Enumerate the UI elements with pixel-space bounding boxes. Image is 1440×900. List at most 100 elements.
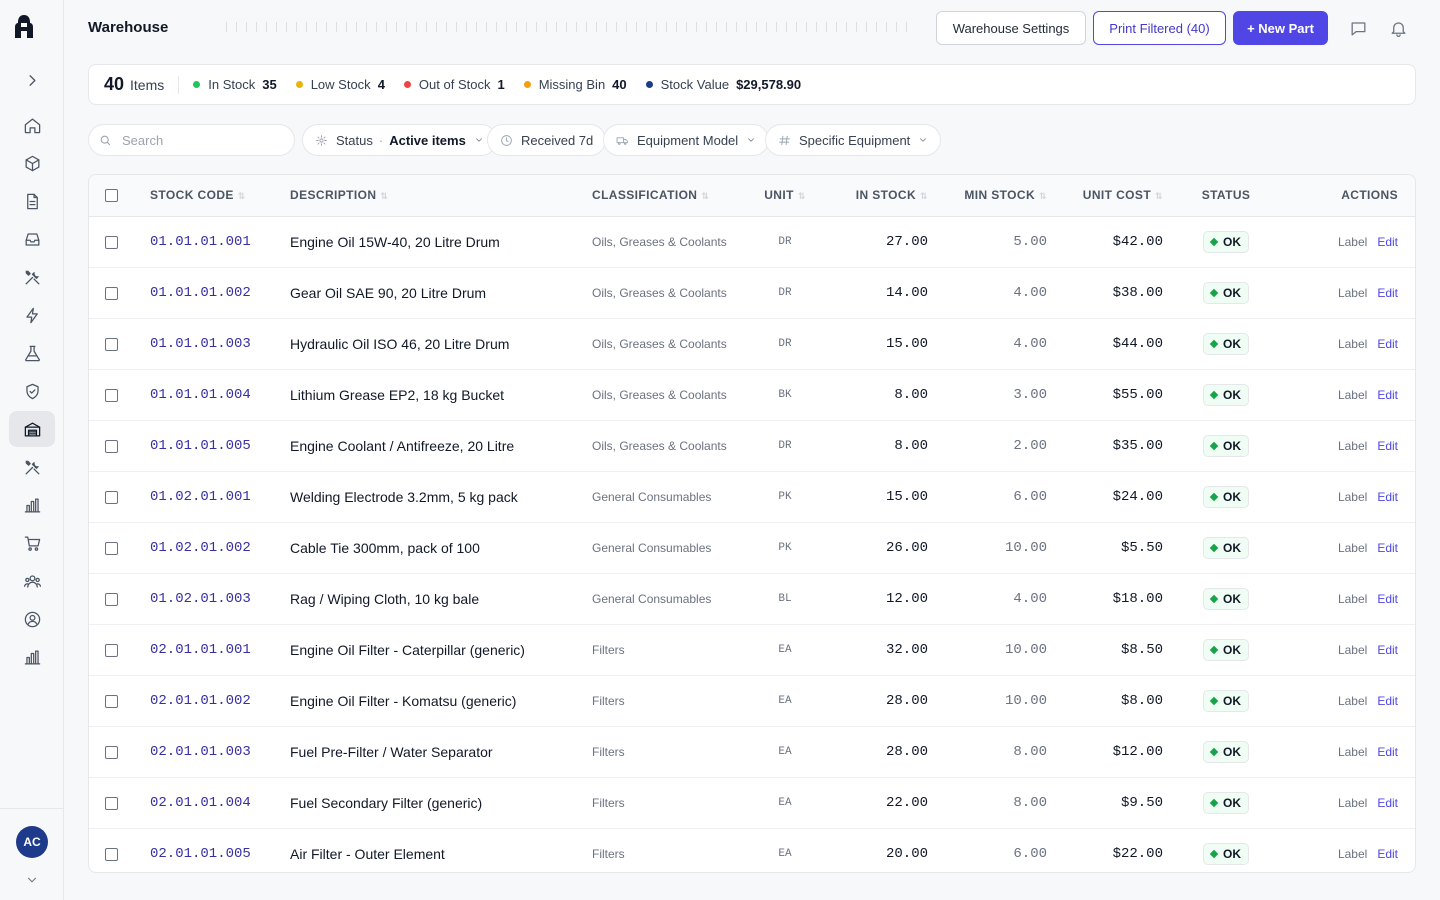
label-action-link[interactable]: Label	[1337, 490, 1368, 504]
col-min-stock[interactable]: MIN STOCK ⇅	[934, 175, 1053, 217]
table-row[interactable]: 01.01.01.002 Gear Oil SAE 90, 20 Litre Dr…	[89, 267, 1415, 318]
table-row[interactable]: 02.01.01.003 Fuel Pre-Filter / Water Sepa…	[89, 726, 1415, 777]
row-checkbox[interactable]	[105, 593, 118, 607]
select-all-checkbox[interactable]	[105, 189, 118, 203]
sidebar-item-reports[interactable]	[9, 487, 55, 523]
row-checkbox[interactable]	[105, 236, 118, 250]
edit-action-link[interactable]: Edit	[1377, 796, 1398, 810]
row-checkbox[interactable]	[105, 542, 118, 556]
stat-out-of-stock[interactable]: Out of Stock 1	[403, 77, 505, 92]
messages-button[interactable]	[1347, 17, 1369, 39]
sidebar-item-warehouse[interactable]	[9, 411, 55, 447]
table-row[interactable]: 02.01.01.005 Air Filter - Outer Element Fi…	[89, 828, 1415, 872]
sidebar-item-team[interactable]	[9, 563, 55, 599]
notifications-button[interactable]	[1387, 17, 1409, 39]
table-row[interactable]: 02.01.01.001 Engine Oil Filter - Caterpil…	[89, 624, 1415, 675]
account-menu-toggle[interactable]	[22, 870, 42, 890]
table-row[interactable]: 01.01.01.005 Engine Coolant / Antifreeze,…	[89, 420, 1415, 471]
label-action-link[interactable]: Label	[1337, 541, 1368, 555]
label-action-link[interactable]: Label	[1337, 439, 1368, 453]
label-action-link[interactable]: Label	[1337, 286, 1368, 300]
edit-action-link[interactable]: Edit	[1377, 235, 1398, 249]
stat-missing-bin[interactable]: Missing Bin 40	[523, 77, 627, 92]
warehouse-settings-button[interactable]: Warehouse Settings	[936, 11, 1086, 45]
col-unit-cost[interactable]: UNIT COST ⇅	[1053, 175, 1169, 217]
sidebar-item-inbox[interactable]	[9, 221, 55, 257]
col-stock-code[interactable]: STOCK CODE ⇅	[150, 175, 290, 217]
edit-action-link[interactable]: Edit	[1377, 694, 1398, 708]
stock-code-link[interactable]: 01.01.01.003	[150, 336, 251, 352]
sidebar-item-lab[interactable]	[9, 335, 55, 371]
search-input[interactable]	[122, 132, 282, 148]
sidebar-item-home[interactable]	[9, 107, 55, 143]
label-action-link[interactable]: Label	[1337, 388, 1368, 402]
specific-equipment-filter[interactable]: Specific Equipment	[765, 124, 942, 156]
edit-action-link[interactable]: Edit	[1377, 490, 1398, 504]
label-action-link[interactable]: Label	[1337, 235, 1368, 249]
label-action-link[interactable]: Label	[1337, 592, 1368, 606]
stock-code-link[interactable]: 01.02.01.001	[150, 489, 251, 505]
edit-action-link[interactable]: Edit	[1377, 847, 1398, 861]
stock-code-link[interactable]: 01.01.01.002	[150, 285, 251, 301]
table-row[interactable]: 01.02.01.003 Rag / Wiping Cloth, 10 kg ba…	[89, 573, 1415, 624]
table-row[interactable]: 01.02.01.002 Cable Tie 300mm, pack of 100…	[89, 522, 1415, 573]
stock-code-link[interactable]: 02.01.01.005	[150, 846, 251, 862]
status-filter[interactable]: Status · Active items	[302, 124, 497, 156]
stock-code-link[interactable]: 02.01.01.003	[150, 744, 251, 760]
stock-code-link[interactable]: 01.01.01.001	[150, 234, 251, 250]
col-classification[interactable]: CLASSIFICATION ⇅	[592, 175, 755, 217]
stock-code-link[interactable]: 02.01.01.001	[150, 642, 251, 658]
row-checkbox[interactable]	[105, 746, 118, 760]
edit-action-link[interactable]: Edit	[1377, 439, 1398, 453]
label-action-link[interactable]: Label	[1337, 745, 1368, 759]
equipment-model-filter[interactable]: Equipment Model	[603, 124, 770, 156]
label-action-link[interactable]: Label	[1337, 337, 1368, 351]
new-part-button[interactable]: + New Part	[1233, 11, 1328, 45]
label-action-link[interactable]: Label	[1337, 643, 1368, 657]
row-checkbox[interactable]	[105, 695, 118, 709]
stock-code-link[interactable]: 01.01.01.004	[150, 387, 251, 403]
sidebar-item-maintenance[interactable]	[9, 259, 55, 295]
sidebar-item-energy[interactable]	[9, 297, 55, 333]
row-checkbox[interactable]	[105, 644, 118, 658]
label-action-link[interactable]: Label	[1337, 847, 1368, 861]
sidebar-expand-button[interactable]	[9, 62, 55, 98]
row-checkbox[interactable]	[105, 440, 118, 454]
sidebar-item-users[interactable]	[9, 601, 55, 637]
table-row[interactable]: 01.01.01.001 Engine Oil 15W-40, 20 Litre …	[89, 216, 1415, 267]
stock-code-link[interactable]: 02.01.01.004	[150, 795, 251, 811]
sidebar-item-analytics[interactable]	[9, 639, 55, 675]
col-in-stock[interactable]: IN STOCK ⇅	[815, 175, 934, 217]
stock-code-link[interactable]: 02.01.01.002	[150, 693, 251, 709]
sidebar-item-purchasing[interactable]	[9, 525, 55, 561]
edit-action-link[interactable]: Edit	[1377, 541, 1398, 555]
user-avatar[interactable]: AC	[16, 826, 48, 858]
row-checkbox[interactable]	[105, 389, 118, 403]
received-filter[interactable]: Received 7d	[487, 124, 607, 156]
col-description[interactable]: DESCRIPTION ⇅	[290, 175, 592, 217]
table-row[interactable]: 01.01.01.003 Hydraulic Oil ISO 46, 20 Lit…	[89, 318, 1415, 369]
stat-low-stock[interactable]: Low Stock 4	[295, 77, 385, 92]
sidebar-item-assets[interactable]	[9, 145, 55, 181]
table-row[interactable]: 02.01.01.004 Fuel Secondary Filter (gener…	[89, 777, 1415, 828]
edit-action-link[interactable]: Edit	[1377, 745, 1398, 759]
row-checkbox[interactable]	[105, 491, 118, 505]
sidebar-item-safety[interactable]	[9, 373, 55, 409]
label-action-link[interactable]: Label	[1337, 796, 1368, 810]
print-filtered-button[interactable]: Print Filtered (40)	[1093, 11, 1226, 45]
stock-code-link[interactable]: 01.02.01.002	[150, 540, 251, 556]
stock-code-link[interactable]: 01.01.01.005	[150, 438, 251, 454]
table-row[interactable]: 01.01.01.004 Lithium Grease EP2, 18 kg Bu…	[89, 369, 1415, 420]
edit-action-link[interactable]: Edit	[1377, 388, 1398, 402]
edit-action-link[interactable]: Edit	[1377, 286, 1398, 300]
sidebar-item-documents[interactable]	[9, 183, 55, 219]
edit-action-link[interactable]: Edit	[1377, 337, 1398, 351]
stock-code-link[interactable]: 01.02.01.003	[150, 591, 251, 607]
col-unit[interactable]: UNIT ⇅	[755, 175, 815, 217]
row-checkbox[interactable]	[105, 848, 118, 862]
stat-in-stock[interactable]: In Stock 35	[193, 77, 277, 92]
row-checkbox[interactable]	[105, 338, 118, 352]
row-checkbox[interactable]	[105, 797, 118, 811]
row-checkbox[interactable]	[105, 287, 118, 301]
edit-action-link[interactable]: Edit	[1377, 592, 1398, 606]
